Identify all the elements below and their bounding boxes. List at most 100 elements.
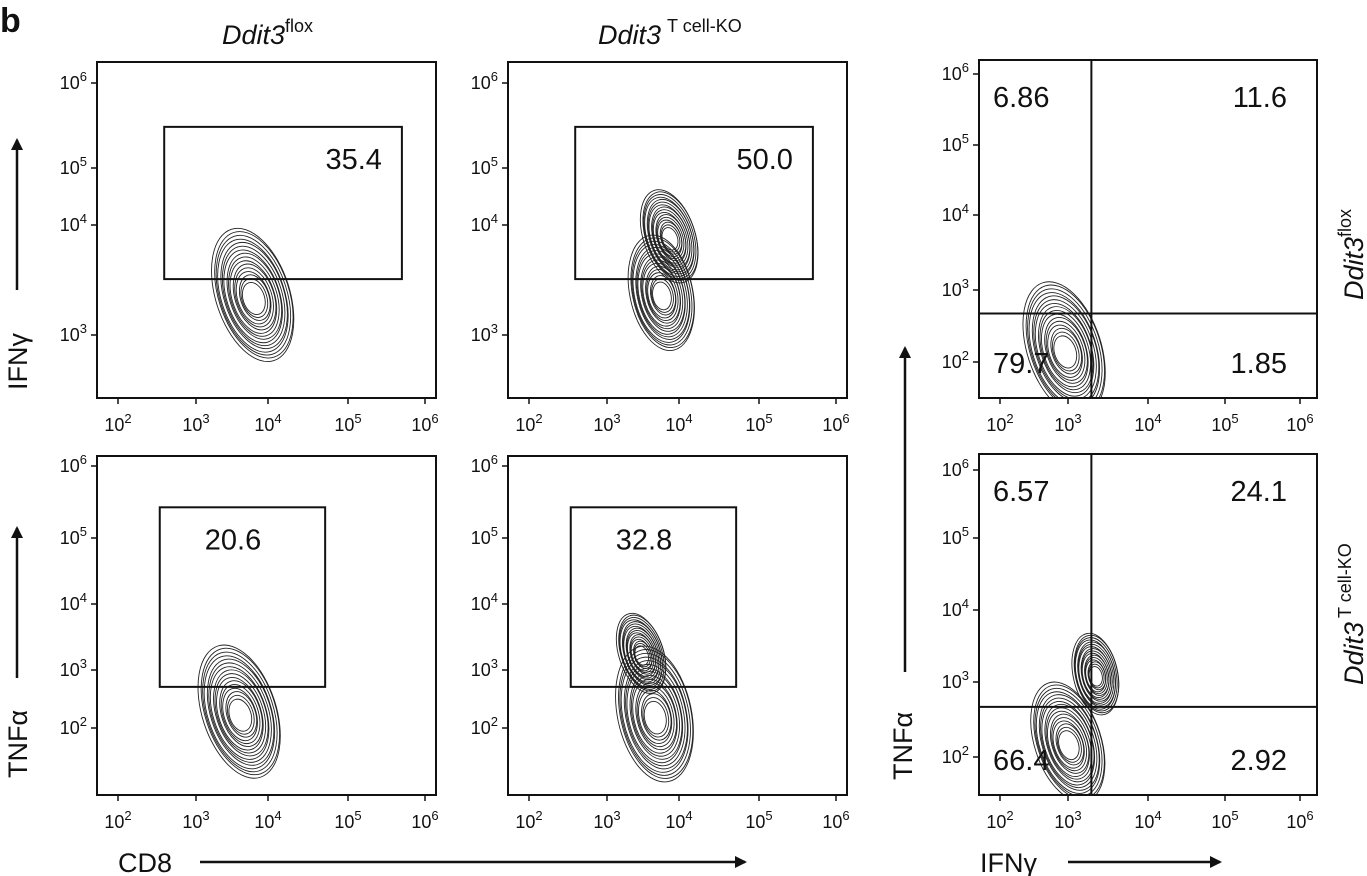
x-tick-label: 106	[1286, 808, 1313, 832]
y-tick-label: 106	[60, 69, 87, 93]
contour-line	[208, 662, 272, 763]
x-tick-label: 104	[1134, 808, 1161, 832]
contour-line	[643, 700, 667, 735]
gate-percentage: 32.8	[616, 524, 672, 556]
y-tick-label: 103	[942, 276, 969, 300]
plot-frame	[507, 61, 848, 399]
contour-line	[229, 260, 278, 334]
quadrant-bottom-right-percentage: 1.85	[1231, 348, 1287, 380]
contour-line	[1035, 691, 1101, 794]
contour-line	[217, 238, 289, 353]
contour-line	[1022, 281, 1106, 397]
gate-rectangle	[574, 125, 814, 281]
contour-line	[627, 234, 695, 352]
x-tick-label: 102	[515, 411, 542, 435]
contour-line	[623, 660, 688, 770]
contour-line	[203, 655, 276, 770]
population-contours	[615, 612, 667, 694]
contour-line	[1071, 632, 1120, 716]
contour-line	[1052, 720, 1085, 769]
y-tick-label: 102	[942, 348, 969, 372]
x-tick-label: 106	[411, 808, 438, 832]
contour-line	[641, 693, 672, 741]
contour-line	[615, 612, 667, 694]
x-tick-label: 105	[334, 808, 361, 832]
y-tick-label: 105	[942, 131, 969, 155]
y-tick-label: 103	[60, 321, 87, 345]
contour-line	[214, 673, 267, 754]
plot-ifng-ko: 102 103 104 105 106 103 104 105 106 50.0	[471, 61, 850, 435]
contour-line	[234, 267, 274, 328]
contour-line	[661, 227, 679, 251]
panel-letter: b	[0, 2, 21, 40]
quadrant-bottom-left-percentage: 66.4	[993, 745, 1049, 777]
contour-line	[1031, 295, 1100, 397]
contour-line	[223, 249, 283, 344]
x-tick-label: 102	[986, 411, 1013, 435]
y-tick-label: 104	[60, 590, 87, 614]
contour-line	[619, 652, 691, 776]
plot-area	[1022, 281, 1106, 397]
y-tick-label: 106	[471, 69, 498, 93]
row-title-ko-gene: Ddit3	[1339, 622, 1367, 685]
x-tick-label: 105	[745, 808, 772, 832]
x-tick-label: 103	[182, 808, 209, 832]
x-tick-label: 105	[1211, 411, 1238, 435]
x-tick-label: 102	[986, 808, 1013, 832]
x-tick-label: 103	[1054, 411, 1081, 435]
y-tick-label: 103	[471, 656, 498, 680]
x-tick-label: 104	[665, 411, 692, 435]
contour-line	[202, 651, 278, 773]
contour-line	[630, 674, 680, 757]
y-tick-label: 105	[60, 154, 87, 178]
plot-ifng-flox: 102 103 104 105 106 103 104 105 106 35.4	[60, 61, 439, 435]
contour-line	[1058, 730, 1080, 761]
y-tick-label: 104	[60, 211, 87, 235]
contour-line	[211, 227, 295, 362]
quadrant-top-right-percentage: 11.6	[1233, 82, 1287, 114]
population-contours	[1071, 632, 1120, 716]
contour-line	[214, 231, 294, 359]
xlabel-ifng-right-text: IFNγ	[980, 848, 1037, 876]
plot-tnfa-ko: 102 103 104 105 106 102 103 104 105 106 32.8	[471, 452, 850, 832]
contour-line	[197, 644, 281, 779]
plot-frame	[96, 455, 437, 796]
contour-line	[1025, 284, 1105, 397]
contour-line	[635, 682, 677, 751]
row-title-flox-sup: flox	[1335, 209, 1355, 237]
contour-line	[620, 656, 689, 773]
plot-area	[615, 612, 694, 783]
x-tick-label: 106	[1286, 411, 1313, 435]
contour-line	[1034, 687, 1103, 794]
contour-line	[625, 663, 686, 767]
contour-line	[226, 694, 255, 735]
y-tick-label: 102	[60, 714, 87, 738]
column-title-flox-sup: flox	[285, 16, 313, 36]
gate-percentage: 20.6	[205, 524, 261, 556]
contour-line	[618, 649, 694, 779]
row-title-flox-gene: Ddit3	[1339, 237, 1367, 300]
x-tick-label: 102	[515, 808, 542, 832]
contour-line	[647, 201, 693, 273]
plot-area	[211, 227, 295, 362]
y-tick-label: 104	[942, 596, 969, 620]
contour-line	[638, 689, 673, 744]
column-title-flox: Ddit3flox	[222, 16, 313, 50]
y-tick-label: 105	[471, 524, 498, 548]
x-tick-label: 106	[411, 411, 438, 435]
population-contours	[627, 234, 695, 352]
x-tick-label: 102	[104, 808, 131, 832]
gate-percentage: 35.4	[325, 144, 381, 176]
row-title-flox: Ddit3flox	[1335, 209, 1367, 300]
contour-line	[200, 647, 280, 776]
x-tick-label: 106	[822, 808, 849, 832]
contour-line	[647, 272, 677, 319]
contour-line	[221, 245, 286, 347]
contour-line	[1045, 707, 1093, 780]
contour-line	[646, 268, 679, 321]
population-contours	[1030, 681, 1106, 794]
y-tick-label: 103	[471, 321, 498, 345]
ylabel-ifng-text: IFNγ	[3, 333, 33, 390]
contour-line	[225, 691, 258, 738]
y-tick-label: 104	[471, 211, 498, 235]
